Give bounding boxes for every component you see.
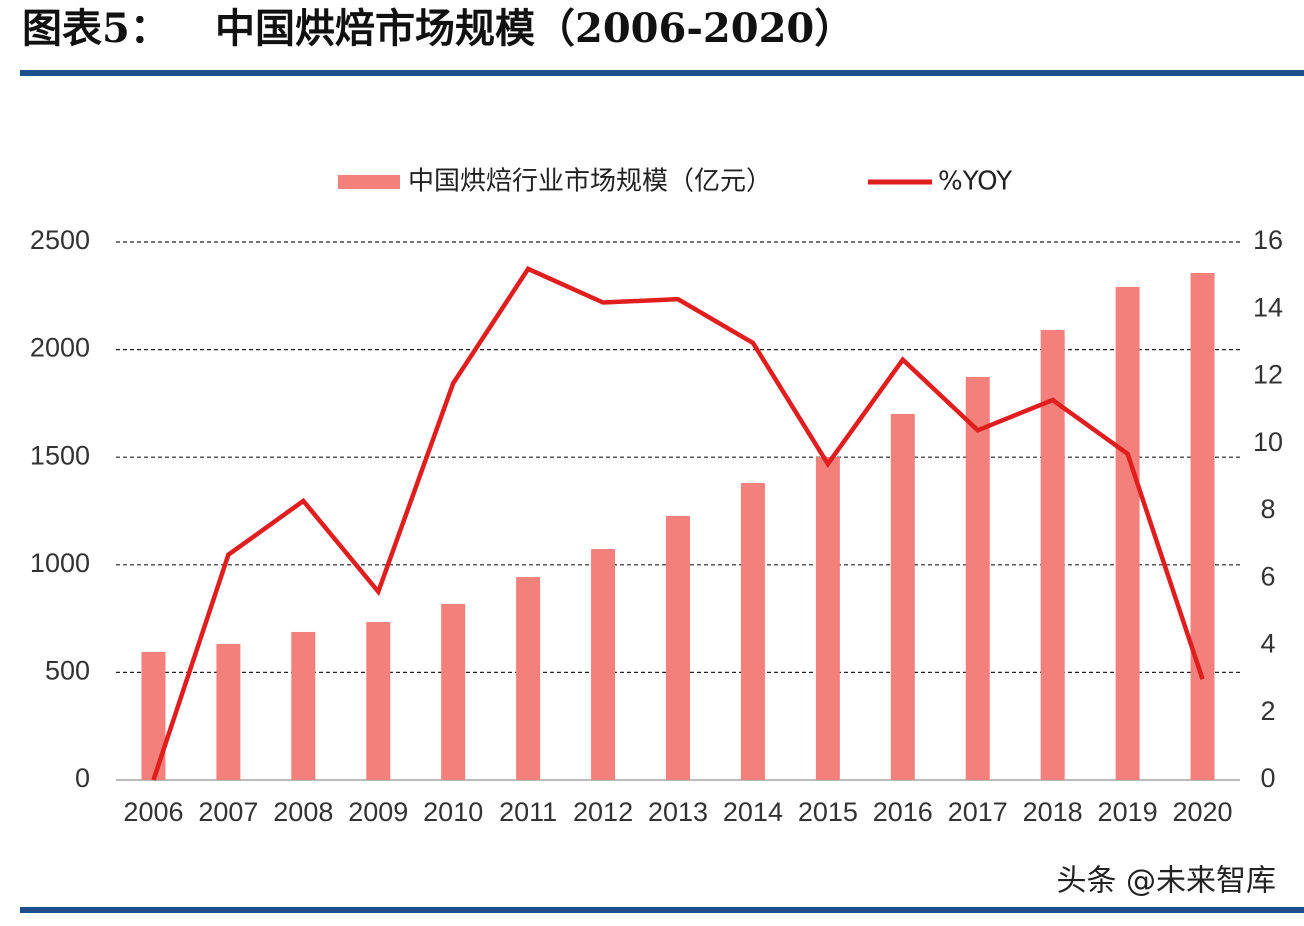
chart-title: 中国烘焙市场规模（2006-2020） [215,5,854,52]
x-tick-label: 2017 [948,797,1008,827]
top-rule [20,70,1304,76]
bar [291,631,316,780]
x-tick-label: 2014 [723,797,783,827]
y-tick-label: 2000 [30,333,90,363]
y2-tick-label: 4 [1260,629,1275,659]
line [151,266,1205,781]
y2-tick-label: 2 [1260,696,1275,726]
bar [740,483,765,780]
x-tick-label: 2020 [1172,797,1232,827]
bar [1190,272,1215,780]
figure-label: 图表5： [22,5,170,52]
bar [815,456,840,780]
x-tick-label: 2011 [499,797,557,827]
y-tick-label: 2500 [30,225,90,255]
y2-tick-label: 8 [1260,494,1275,524]
x-tick-label: 2013 [648,797,708,827]
bar [516,577,541,780]
bar [216,643,241,780]
x-tick-label: 2006 [123,797,183,827]
y2-tick-label: 16 [1253,225,1283,255]
x-tick-label: 2008 [273,797,333,827]
y2-tick-label: 12 [1253,360,1283,390]
y2-tick-label: 10 [1253,427,1283,457]
y2-tick-label: 6 [1260,561,1275,591]
x-tick-label: 2015 [798,797,858,827]
bar [1115,286,1140,780]
x-tick-label: 2009 [348,797,408,827]
bar [591,549,616,780]
x-tick-label: 2010 [423,797,483,827]
y2-tick-label: 0 [1260,763,1275,793]
bar [666,515,690,780]
bottom-rule [20,907,1304,913]
x-tick-label: 2016 [873,797,933,827]
bar [441,603,466,780]
x-tick-label: 2007 [198,797,258,827]
legend-label: 中国烘焙行业市场规模（亿元） [408,167,772,197]
y-tick-label: 1500 [30,440,90,470]
legend-swatch [338,175,400,189]
bar [366,622,391,780]
x-tick-label: 2019 [1098,797,1158,827]
y-tick-label: 1000 [30,548,90,578]
x-tick-label: 2012 [573,797,633,827]
y-tick-label: 500 [45,656,90,686]
bar [1040,330,1065,780]
y2-tick-label: 14 [1253,292,1283,322]
bar [965,376,990,780]
x-tick-label: 2018 [1023,797,1083,827]
y-tick-label: 0 [75,763,90,793]
bar [890,413,915,780]
watermark: 头条 @未来智库 [1056,864,1276,899]
legend-label: %YOY [938,167,1012,197]
